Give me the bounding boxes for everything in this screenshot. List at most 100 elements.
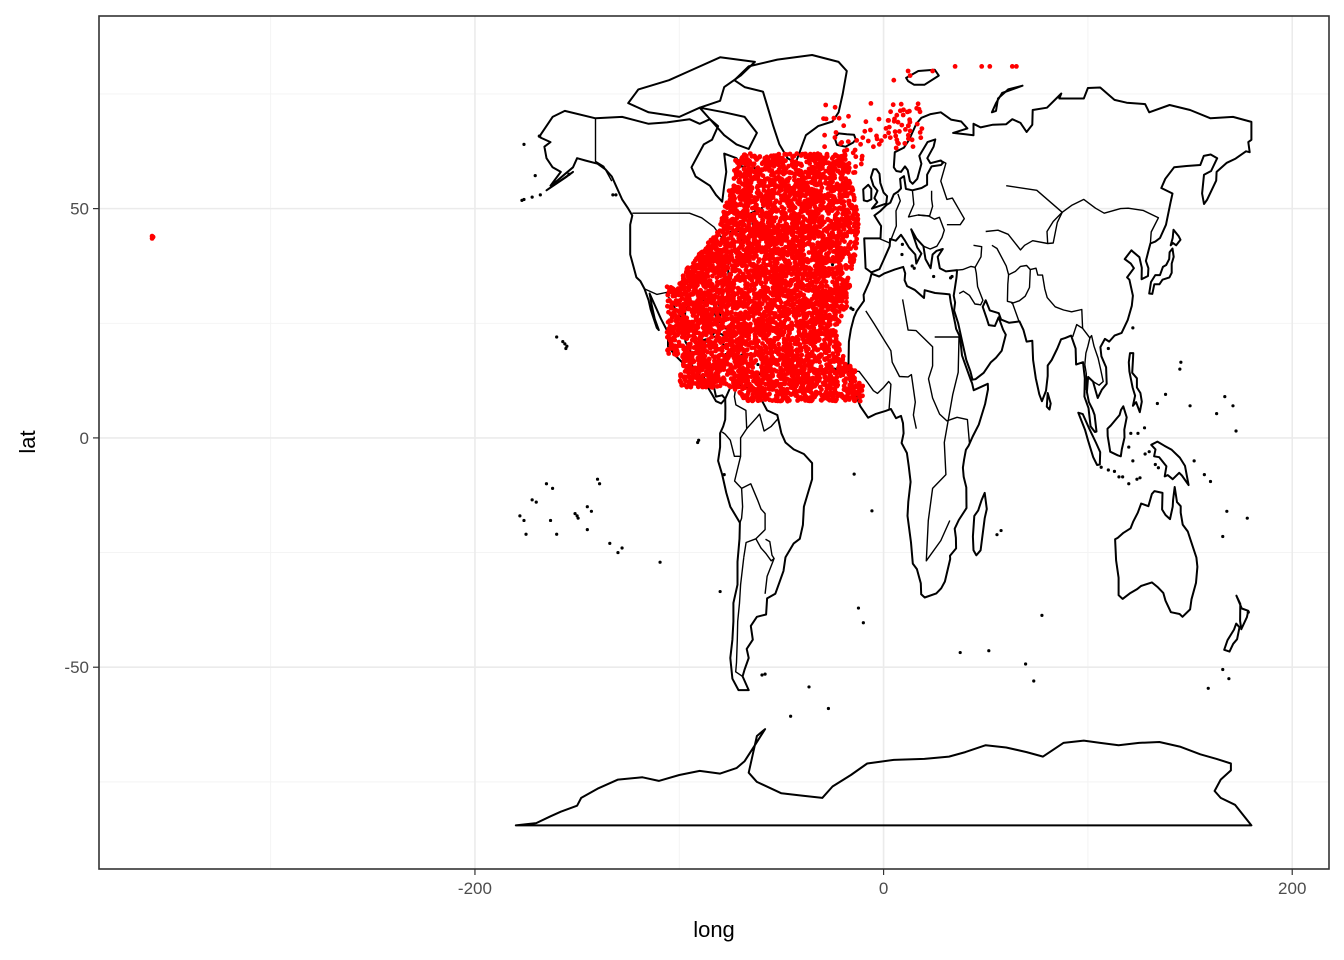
small-island: [1156, 466, 1160, 470]
observation-point: [714, 275, 720, 281]
europe-border-4: [940, 159, 965, 226]
observation-point: [801, 259, 807, 265]
observation-point: [747, 158, 752, 164]
observation-point: [727, 339, 733, 345]
observation-point: [665, 319, 671, 325]
observation-point: [775, 392, 781, 397]
small-island: [518, 514, 522, 518]
observation-point: [771, 280, 776, 286]
observation-point: [740, 257, 745, 262]
observation-point: [816, 338, 821, 343]
observation-point: [730, 333, 736, 339]
observation-point: [734, 305, 740, 311]
observation-point: [826, 207, 832, 212]
observation-point: [798, 347, 804, 353]
observation-point: [797, 261, 803, 267]
observation-point: [693, 375, 699, 380]
observation-point: [778, 383, 784, 388]
small-island: [1153, 462, 1157, 467]
observation-point: [830, 172, 836, 178]
observation-point: [707, 244, 713, 250]
observation-point: [813, 296, 819, 302]
observation-point: [693, 300, 699, 305]
observation-point: [752, 334, 758, 340]
observation-point: [731, 199, 737, 205]
observation-point: [739, 321, 744, 327]
observation-point: [731, 240, 737, 246]
observation-point: [682, 316, 687, 321]
observation-point: [786, 250, 791, 256]
observation-point: [739, 368, 745, 374]
asia-border-2: [958, 267, 984, 306]
small-island: [718, 589, 722, 594]
observation-point: [739, 378, 745, 384]
observation-point: [768, 260, 773, 265]
observation-point: [686, 333, 692, 339]
observation-point: [803, 298, 809, 304]
observation-point: [690, 319, 696, 325]
observation-point: [738, 354, 744, 360]
observation-point: [760, 377, 766, 382]
africa-outline: [847, 265, 989, 599]
small-island: [1234, 429, 1238, 433]
observation-point: [721, 209, 727, 215]
new-zealand-south-outline: [1223, 622, 1241, 653]
new-guinea-outline: [1150, 440, 1190, 487]
observation-point: [799, 292, 805, 298]
observation-point: [724, 205, 730, 211]
observation-point: [765, 156, 771, 161]
observation-point: [761, 236, 766, 241]
observation-point: [771, 311, 777, 316]
observation-point: [772, 190, 778, 196]
observation-point: [757, 183, 763, 189]
observation-point: [808, 341, 814, 347]
observation-point: [744, 274, 750, 280]
observation-point: [812, 394, 817, 400]
small-island: [585, 528, 589, 532]
observation-point: [736, 177, 742, 183]
observation-point: [817, 359, 822, 365]
observation-point: [800, 273, 806, 279]
observation-point: [711, 309, 716, 314]
observation-point: [829, 398, 835, 403]
observation-point: [717, 279, 723, 285]
observation-point: [722, 271, 727, 277]
japan-outline: [1148, 247, 1175, 295]
observation-point: [835, 210, 840, 216]
observation-point: [844, 388, 849, 394]
observation-point: [846, 191, 851, 197]
observation-point: [700, 256, 705, 262]
small-island: [522, 518, 526, 523]
observation-point: [696, 343, 702, 349]
observation-point: [706, 268, 712, 274]
observation-point: [830, 394, 836, 400]
observation-point: [758, 281, 764, 287]
asia-border-5: [1011, 269, 1031, 305]
observation-point: [772, 290, 778, 296]
small-island: [1225, 509, 1229, 513]
observation-point: [729, 263, 735, 269]
observation-point: [794, 235, 799, 241]
small-island: [550, 486, 555, 490]
observation-point: [795, 275, 801, 281]
observation-point: [812, 321, 818, 327]
sa-border-6: [735, 557, 745, 677]
observation-point: [801, 283, 807, 289]
observation-point: [856, 390, 862, 396]
observation-point: [784, 215, 790, 221]
observation-point: [744, 292, 750, 298]
observation-point: [823, 349, 828, 355]
observation-point: [781, 376, 787, 382]
observation-point: [799, 352, 805, 358]
observation-point: [754, 157, 759, 163]
observation-point: [669, 303, 674, 309]
observation-point: [815, 191, 821, 197]
observation-point: [738, 201, 743, 206]
small-island: [1208, 479, 1213, 484]
observation-point: [664, 284, 670, 290]
observation-point: [685, 265, 691, 271]
observation-point: [837, 262, 843, 268]
observation-point: [740, 193, 746, 199]
africa-border-3: [925, 336, 960, 562]
observation-point: [765, 359, 771, 364]
